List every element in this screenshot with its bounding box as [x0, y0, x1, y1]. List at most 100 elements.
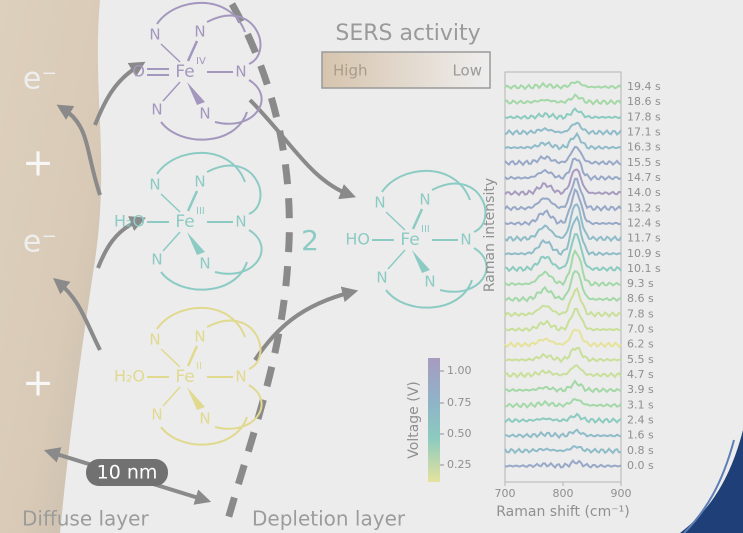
- electrode: [0, 0, 102, 533]
- x-axis-label: Raman shift (cm⁻¹): [496, 504, 629, 520]
- atom-label: III: [196, 206, 205, 217]
- y-axis-label: Raman intensity: [482, 178, 498, 292]
- ligand-loop: [385, 279, 473, 309]
- bond: [162, 81, 181, 102]
- arrow: [248, 98, 356, 200]
- spectrum: [504, 107, 622, 121]
- ligand-loop: [160, 261, 248, 291]
- ligand-loop: [156, 1, 246, 33]
- colorbar-tick-label: 0.75: [447, 396, 472, 409]
- spectrum: [504, 168, 622, 197]
- arrow: [253, 286, 359, 362]
- time-label: 10.9 s: [627, 247, 661, 260]
- spectrum: [504, 459, 622, 470]
- atom-label: O: [132, 62, 145, 81]
- spectra-panel: 700 800 900 Raman shift (cm⁻¹) Raman intensi…: [406, 71, 661, 520]
- spectrum: [504, 177, 622, 212]
- bond: [385, 211, 406, 231]
- atom-label: N: [194, 328, 205, 346]
- spectrum: [504, 203, 622, 243]
- bond: [186, 345, 199, 367]
- arrow: [56, 104, 102, 196]
- ligand-loop: [214, 79, 263, 125]
- spectrum: [504, 233, 622, 273]
- time-label: 18.6 s: [627, 95, 661, 108]
- bond: [160, 348, 181, 368]
- time-label: 14.0 s: [627, 186, 661, 199]
- spectrum: [504, 445, 622, 455]
- spectrum: [504, 328, 622, 349]
- atom-label: II: [196, 361, 202, 372]
- bond: [186, 190, 199, 212]
- spectrum: [504, 364, 622, 379]
- time-label: 0.0 s: [627, 459, 654, 472]
- spectrum: [504, 215, 622, 257]
- colorbar-tick-label: 0.25: [447, 458, 472, 471]
- atom-label: H₂O: [114, 212, 145, 231]
- time-label: 0.8 s: [627, 444, 654, 457]
- spectrum: [504, 145, 622, 167]
- ligand-loop: [206, 14, 262, 65]
- atom-label: Fe: [175, 212, 194, 232]
- bond: [411, 208, 424, 230]
- atom-label: N: [199, 255, 210, 273]
- time-label: 13.2 s: [627, 201, 661, 214]
- spectrum: [504, 286, 622, 318]
- time-label: 14.7 s: [627, 171, 661, 184]
- atom-label: N: [151, 406, 162, 424]
- atom-label: N: [235, 213, 246, 231]
- colorbar-tick-label: 1.00: [447, 364, 472, 377]
- wedge: [187, 232, 205, 255]
- spectrum: [504, 428, 622, 440]
- spectrum: [504, 121, 622, 137]
- layer-label: Diffuse layer: [22, 507, 149, 531]
- atom-label: N: [235, 63, 246, 81]
- charge: e⁻: [23, 225, 57, 260]
- time-label: 4.7 s: [627, 368, 654, 381]
- atom-label: N: [151, 101, 162, 119]
- atom-label: Fe: [400, 230, 419, 250]
- atom-label: N: [149, 331, 160, 349]
- sers-low: Low: [452, 62, 482, 80]
- spectrum: [505, 398, 622, 409]
- atom-label: III: [421, 224, 430, 235]
- time-label: 1.6 s: [627, 429, 654, 442]
- spectrum: [504, 80, 622, 91]
- ligand-loop: [160, 416, 248, 446]
- charge: +: [22, 361, 54, 405]
- ligand-loop: [214, 384, 263, 430]
- atom-label: IV: [196, 56, 206, 67]
- ligand-loop: [439, 247, 488, 293]
- arrow: [96, 216, 146, 269]
- spectrum: [504, 188, 622, 226]
- charge: e⁻: [23, 62, 57, 97]
- ligand-loop: [206, 319, 262, 370]
- atom-label: N: [376, 269, 387, 287]
- bond: [162, 386, 181, 407]
- arrow: [93, 61, 146, 126]
- time-label: 2.4 s: [627, 414, 654, 427]
- time-label: 9.3 s: [627, 277, 654, 290]
- ligand-loop: [431, 182, 487, 233]
- scale-bar-label: 10 nm: [97, 462, 158, 484]
- ligand-loop: [206, 164, 262, 215]
- atom-label: HO: [345, 230, 370, 249]
- wedge: [187, 387, 205, 410]
- arrows: [43, 61, 359, 505]
- time-label: 19.4 s: [627, 80, 661, 93]
- spectrum: [504, 379, 622, 394]
- colorbar-label: Voltage (V): [406, 381, 422, 458]
- charge: +: [22, 141, 54, 185]
- spectrum: [504, 131, 622, 151]
- atom-label: N: [235, 368, 246, 386]
- time-label: 12.4 s: [627, 216, 661, 229]
- spectrum: [504, 248, 622, 288]
- time-label: 5.5 s: [627, 353, 654, 366]
- corner-edge: [683, 439, 735, 533]
- atom-label: N: [194, 23, 205, 41]
- atom-label: N: [424, 273, 435, 291]
